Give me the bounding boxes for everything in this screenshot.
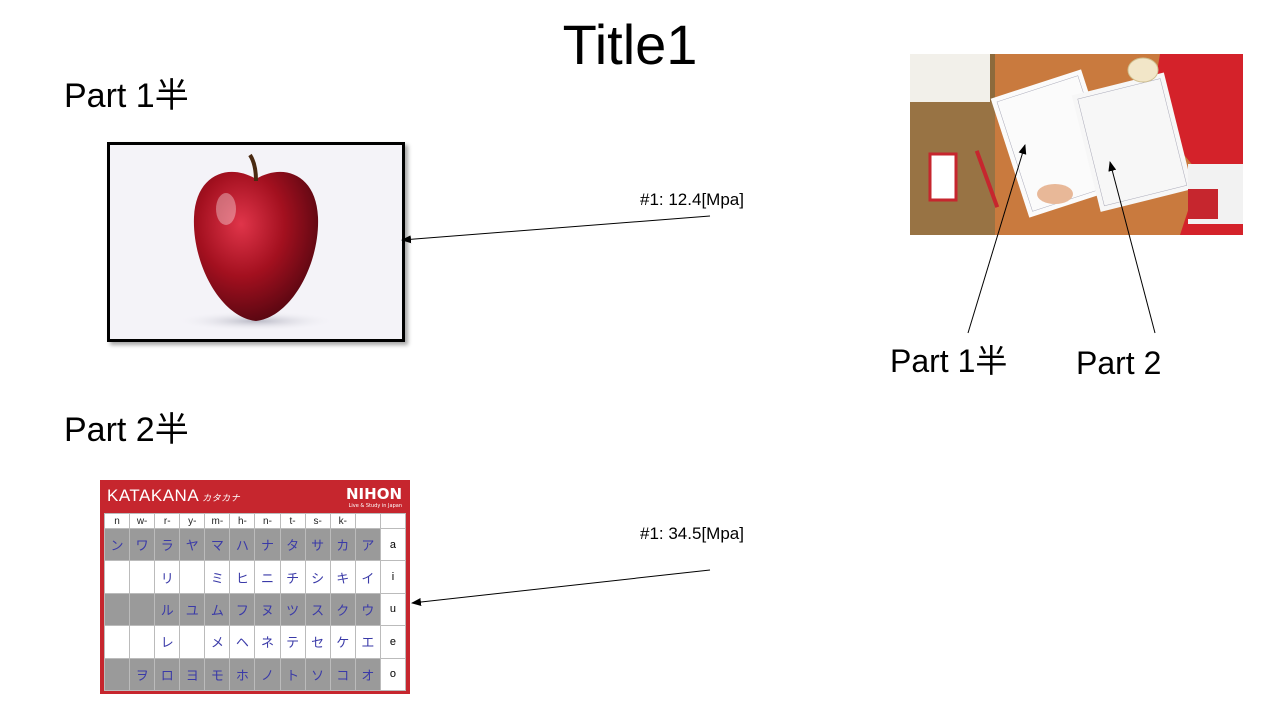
arrow-annotation-2 — [411, 569, 711, 606]
katakana-column-header: t- — [279, 513, 306, 529]
annotation-2: #1: 34.5[Mpa] — [640, 524, 744, 543]
katakana-cell: リ — [154, 560, 181, 594]
katakana-cell: ヌ — [254, 592, 281, 627]
katakana-cell: チ — [279, 560, 306, 594]
katakana-cell: ヤ — [179, 527, 206, 562]
katakana-cell: ケ — [329, 625, 356, 659]
katakana-cell: ミ — [204, 560, 231, 594]
arrow-part-1 — [967, 144, 1027, 334]
annotation-1: #1: 12.4[Mpa] — [640, 190, 744, 209]
katakana-cell: ヲ — [129, 657, 156, 692]
katakana-cell: ノ — [254, 657, 281, 692]
katakana-cell: ツ — [279, 592, 306, 627]
katakana-cell: ニ — [254, 560, 281, 594]
katakana-vowel-label: e — [379, 625, 407, 659]
katakana-cell: モ — [204, 657, 231, 692]
katakana-cell: ア — [354, 527, 381, 562]
katakana-cell: テ — [279, 625, 306, 659]
katakana-cell: ユ — [179, 592, 206, 627]
katakana-cell: ヒ — [229, 560, 256, 594]
katakana-cell: メ — [204, 625, 231, 659]
katakana-cell: ス — [304, 592, 331, 627]
katakana-vowel-label: o — [379, 657, 407, 692]
katakana-column-header: n — [103, 513, 131, 529]
heading-part-1: Part 1半 — [64, 77, 189, 115]
katakana-column-header: w- — [129, 513, 156, 529]
katakana-cell — [129, 625, 156, 659]
katakana-column-header: m- — [204, 513, 231, 529]
katakana-cell — [103, 657, 131, 692]
katakana-column-header: s- — [304, 513, 331, 529]
katakana-cell — [129, 592, 156, 627]
katakana-cell: ヨ — [179, 657, 206, 692]
katakana-cell: ク — [329, 592, 356, 627]
katakana-cell: サ — [304, 527, 331, 562]
slide-title: Title1 — [562, 13, 698, 76]
katakana-vowel-label: i — [379, 560, 407, 594]
katakana-cell: オ — [354, 657, 381, 692]
katakana-cell: キ — [329, 560, 356, 594]
katakana-cell: イ — [354, 560, 381, 594]
katakana-chart-title: KATAKANA カタカナ — [107, 486, 241, 505]
katakana-column-header: n- — [254, 513, 281, 529]
katakana-cell: ソ — [304, 657, 331, 692]
katakana-cell: シ — [304, 560, 331, 594]
katakana-cell: ル — [154, 592, 181, 627]
callout-part-1: Part 1半 — [890, 343, 1008, 379]
katakana-cell: レ — [154, 625, 181, 659]
desk-photo — [910, 54, 1243, 235]
katakana-column-header: k- — [329, 513, 356, 529]
katakana-cell — [179, 560, 206, 594]
katakana-cell: セ — [304, 625, 331, 659]
katakana-cell: マ — [204, 527, 231, 562]
katakana-cell: ネ — [254, 625, 281, 659]
katakana-column-header: h- — [229, 513, 256, 529]
katakana-cell: ワ — [129, 527, 156, 562]
katakana-cell: ロ — [154, 657, 181, 692]
katakana-vowel-label: a — [379, 527, 407, 562]
katakana-column-header — [379, 513, 407, 529]
katakana-cell: ン — [103, 527, 131, 562]
katakana-cell: カ — [329, 527, 356, 562]
katakana-table: n w-r-y-m-h-n-t-s-k- ンワラヤマハナタサカア a リミヒニチシキイ i… — [103, 513, 407, 692]
katakana-cell — [129, 560, 156, 594]
katakana-cell — [179, 625, 206, 659]
katakana-cell: ウ — [354, 592, 381, 627]
katakana-column-header: y- — [179, 513, 206, 529]
arrow-part-2 — [1108, 161, 1156, 334]
desk-illustration — [910, 54, 1243, 235]
heading-part-2: Part 2半 — [64, 411, 189, 449]
katakana-cell: コ — [329, 657, 356, 692]
nihon-logo: NIHON Live & Study in Japan — [346, 485, 402, 509]
katakana-vowel-label: u — [379, 592, 407, 627]
katakana-cell: タ — [279, 527, 306, 562]
katakana-cell — [103, 592, 131, 627]
katakana-cell: ホ — [229, 657, 256, 692]
apple-illustration — [176, 153, 336, 331]
katakana-column-header — [354, 513, 381, 529]
katakana-cell: エ — [354, 625, 381, 659]
katakana-header-row: n w-r-y-m-h-n-t-s-k- — [103, 513, 407, 529]
arrow-annotation-1 — [401, 215, 711, 244]
katakana-cell: ム — [204, 592, 231, 627]
katakana-cell — [103, 560, 131, 594]
katakana-cell — [103, 625, 131, 659]
katakana-cell: ラ — [154, 527, 181, 562]
callout-part-2: Part 2 — [1076, 345, 1162, 381]
katakana-cell: フ — [229, 592, 256, 627]
katakana-column-header: r- — [154, 513, 181, 529]
katakana-chart-image: KATAKANA カタカナ NIHON Live & Study in Japan… — [100, 480, 410, 694]
katakana-cell: ヘ — [229, 625, 256, 659]
katakana-cell: ナ — [254, 527, 281, 562]
katakana-cell: ト — [279, 657, 306, 692]
katakana-cell: ハ — [229, 527, 256, 562]
